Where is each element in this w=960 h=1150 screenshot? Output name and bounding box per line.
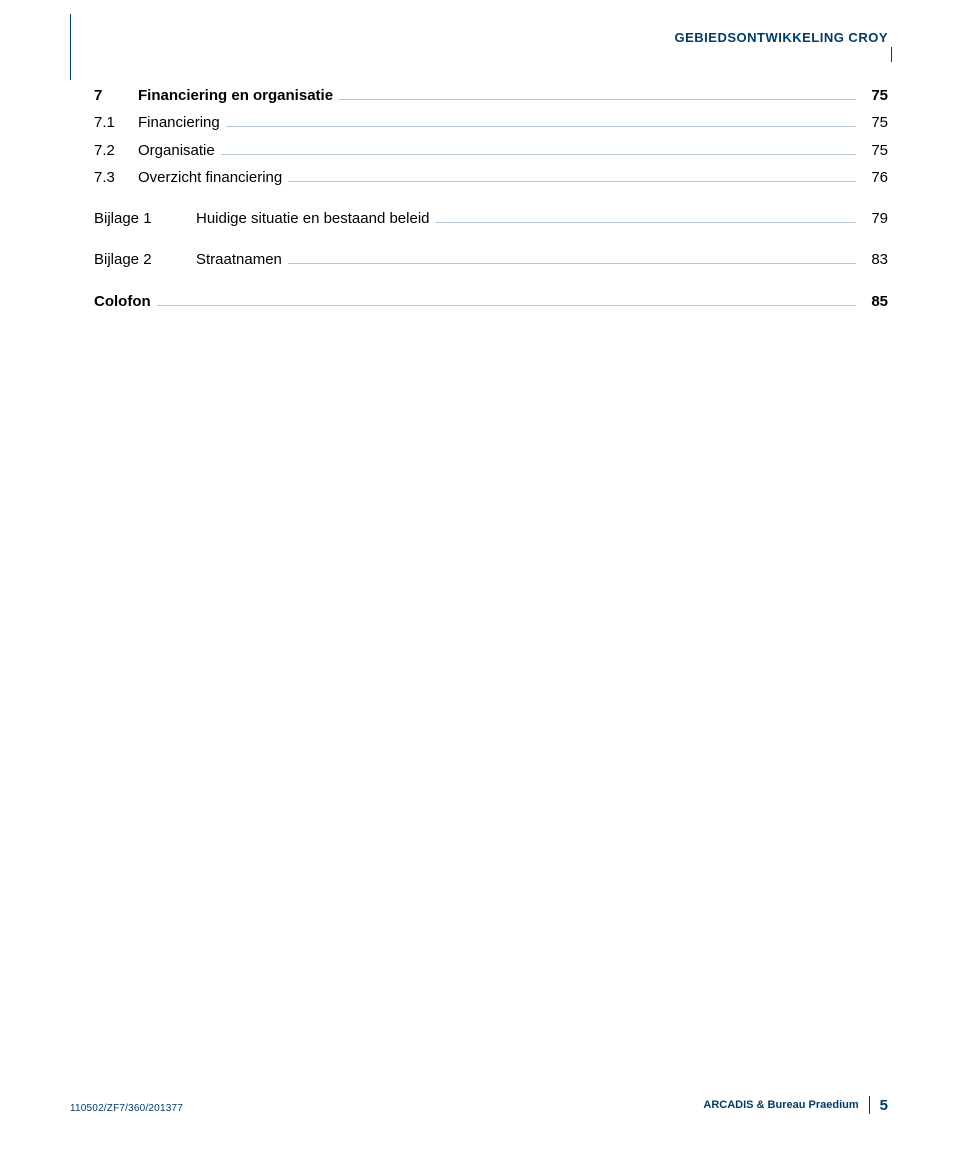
toc-page-number: 85: [862, 290, 888, 313]
toc-leader-line: [157, 305, 856, 306]
toc-label: Bijlage 1: [94, 207, 196, 230]
toc-entry-left: 7.1Financiering: [94, 111, 220, 134]
footer-divider: [869, 1096, 870, 1114]
toc-entry-left: 7.3Overzicht financiering: [94, 166, 282, 189]
footer-doc-id: 110502/ZF7/360/201377: [70, 1103, 183, 1114]
toc-page-number: 83: [862, 248, 888, 271]
toc-label: Bijlage 2: [94, 248, 196, 271]
table-of-contents: 7Financiering en organisatie757.1Financi…: [94, 84, 888, 317]
toc-entry-left: Colofon: [94, 290, 151, 313]
toc-entry-left: Bijlage 1Huidige situatie en bestaand be…: [94, 207, 430, 230]
toc-page-number: 75: [862, 139, 888, 162]
toc-text: Financiering: [138, 111, 220, 134]
toc-entry: Bijlage 2Straatnamen 83: [94, 248, 888, 271]
toc-entry: 7.1Financiering 75: [94, 111, 888, 134]
toc-entry-left: Bijlage 2Straatnamen: [94, 248, 282, 271]
toc-text: Straatnamen: [196, 248, 282, 271]
footer-page-number: 5: [880, 1097, 888, 1114]
toc-entry-left: 7Financiering en organisatie: [94, 84, 333, 107]
toc-page-number: 75: [862, 84, 888, 107]
footer-right-group: ARCADIS & Bureau Praedium 5: [703, 1096, 888, 1114]
toc-leader-line: [221, 154, 856, 155]
document-page: GEBIEDSONTWIKKELING CROY 7Financiering e…: [0, 0, 960, 1150]
toc-leader-line: [436, 222, 856, 223]
toc-entry: 7.3Overzicht financiering 76: [94, 166, 888, 189]
toc-leader-line: [288, 263, 856, 264]
toc-entry: Colofon 85: [94, 290, 888, 313]
toc-number: 7.2: [94, 139, 138, 162]
toc-page-number: 76: [862, 166, 888, 189]
toc-leader-line: [226, 126, 856, 127]
toc-entry: Bijlage 1Huidige situatie en bestaand be…: [94, 207, 888, 230]
toc-number: 7.3: [94, 166, 138, 189]
toc-page-number: 75: [862, 111, 888, 134]
header-right-rule: [891, 47, 892, 62]
left-margin-rule: [70, 14, 71, 80]
toc-text: Huidige situatie en bestaand beleid: [196, 207, 430, 230]
toc-text: Overzicht financiering: [138, 166, 282, 189]
toc-label: Colofon: [94, 290, 151, 313]
toc-entry: 7Financiering en organisatie 75: [94, 84, 888, 107]
running-header: GEBIEDSONTWIKKELING CROY: [674, 30, 888, 45]
toc-leader-line: [339, 99, 856, 100]
toc-entry: 7.2Organisatie 75: [94, 139, 888, 162]
toc-entry-left: 7.2Organisatie: [94, 139, 215, 162]
toc-text: Financiering en organisatie: [138, 84, 333, 107]
toc-number: 7.1: [94, 111, 138, 134]
toc-leader-line: [288, 181, 856, 182]
toc-number: 7: [94, 84, 138, 107]
page-footer: 110502/ZF7/360/201377 ARCADIS & Bureau P…: [70, 1096, 888, 1114]
toc-text: Organisatie: [138, 139, 215, 162]
toc-page-number: 79: [862, 207, 888, 230]
footer-publisher: ARCADIS & Bureau Praedium: [703, 1099, 858, 1111]
